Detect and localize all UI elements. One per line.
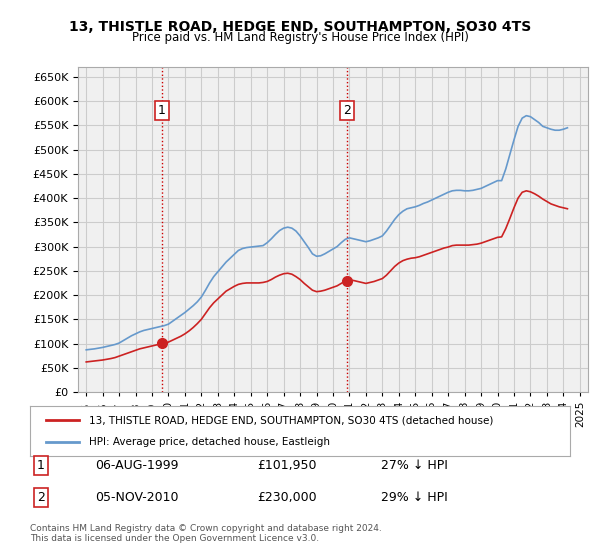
Text: Price paid vs. HM Land Registry's House Price Index (HPI): Price paid vs. HM Land Registry's House … — [131, 31, 469, 44]
Text: £101,950: £101,950 — [257, 459, 316, 472]
Text: 27% ↓ HPI: 27% ↓ HPI — [381, 459, 448, 472]
Text: 13, THISTLE ROAD, HEDGE END, SOUTHAMPTON, SO30 4TS (detached house): 13, THISTLE ROAD, HEDGE END, SOUTHAMPTON… — [89, 415, 494, 425]
Text: 29% ↓ HPI: 29% ↓ HPI — [381, 491, 448, 504]
Text: 13, THISTLE ROAD, HEDGE END, SOUTHAMPTON, SO30 4TS: 13, THISTLE ROAD, HEDGE END, SOUTHAMPTON… — [69, 20, 531, 34]
Text: 1: 1 — [37, 459, 45, 472]
Text: 05-NOV-2010: 05-NOV-2010 — [95, 491, 178, 504]
Text: 1: 1 — [158, 104, 166, 118]
Text: HPI: Average price, detached house, Eastleigh: HPI: Average price, detached house, East… — [89, 437, 331, 447]
Text: Contains HM Land Registry data © Crown copyright and database right 2024.
This d: Contains HM Land Registry data © Crown c… — [30, 524, 382, 543]
Text: 06-AUG-1999: 06-AUG-1999 — [95, 459, 178, 472]
Text: 2: 2 — [343, 104, 351, 118]
Text: 2: 2 — [37, 491, 45, 504]
Text: £230,000: £230,000 — [257, 491, 316, 504]
